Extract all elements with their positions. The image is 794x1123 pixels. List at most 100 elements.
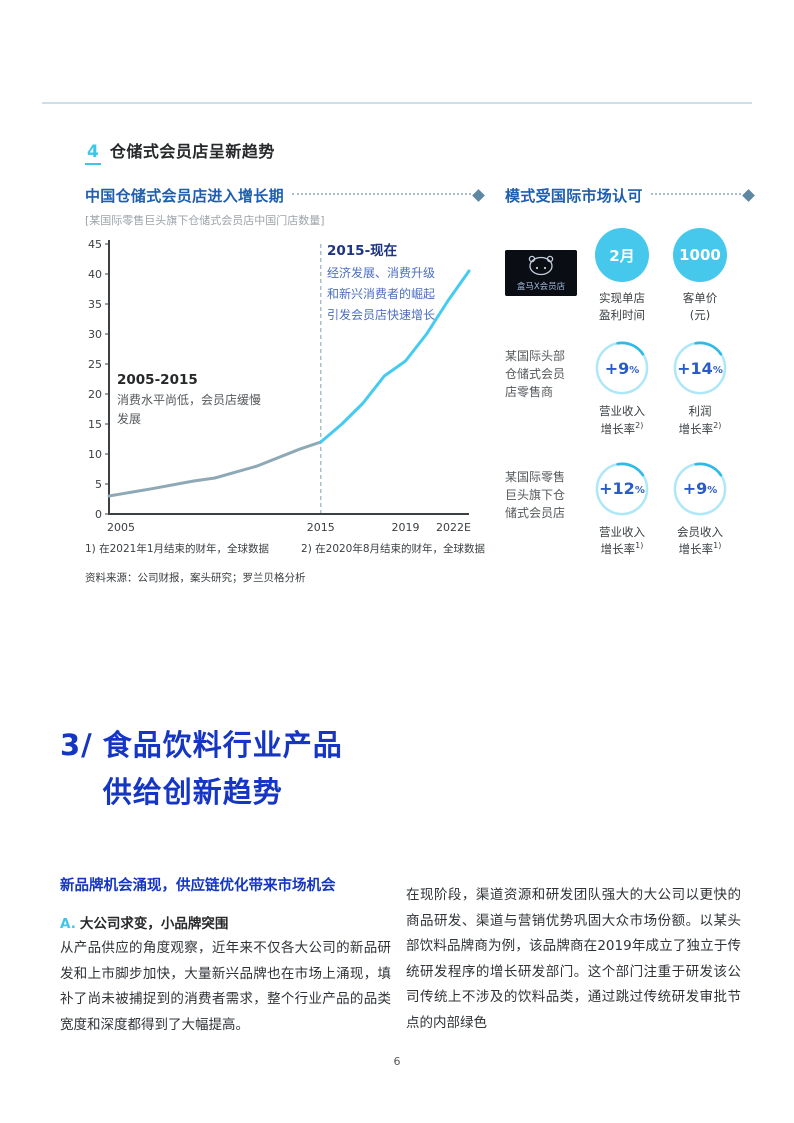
stat-label-line1: 营业收入 [599,404,645,419]
footnote-1: 1) 在2021年1月结束的财年，全球数据 [85,543,270,555]
footnote-2: 2) 在2020年8月结束的财年，全球数据 [301,543,486,555]
stat-label-line2: 增长率 [678,542,714,557]
stat-label-line1: 会员收入 [677,524,723,539]
footnote-ref: 1) [635,541,644,551]
dotted-leader [650,192,741,195]
stat-label: 实现单店 盈利时间 [599,290,645,323]
stat-label-line2: 增长率 [600,542,636,557]
annotation-title: 2015-现在 [327,243,398,259]
section-3-title-line2: 供给创新趋势 [102,775,283,809]
stat-label: 客单价 (元) [683,290,718,323]
chart-footnotes: 1) 在2021年1月结束的财年，全球数据 2) 在2020年8月结束的财年，全… [85,541,485,556]
annotation-2005-2015: 2005-2015 消费水平尚低，会员店缓慢发展 [117,372,265,429]
section-3-heading: 3/ 食品饮料行业产品 供给创新趋势 [60,722,343,816]
stat-unit: % [707,485,718,497]
dotted-leader [291,192,471,195]
chart-subtitle: [某国际零售巨头旗下仓储式会员店中国门店数量] [85,214,325,227]
svg-text:2022E: 2022E [436,521,471,534]
stat-unit: % [634,485,645,497]
stat-unit: % [629,364,640,376]
paragraph-left: 从产品供应的角度观察，近年来不仅各大公司的新品研发和上市脚步加快，大量新兴品牌也… [60,940,391,1033]
stat-label-line2: (元) [689,307,711,322]
footnote-ref: 1) [713,541,722,551]
footnote-ref: 2) [713,421,722,431]
row-label: 某国际零售巨头旗下仓储式会员店 [505,469,566,520]
stat-label-line1: 营业收入 [599,524,645,539]
ring-circle: +12% [595,462,649,516]
annotation-text: 经济发展、消费升级和新兴消费者的崛起引发会员店快速增长 [327,266,436,322]
footnote-ref: 2) [635,421,644,431]
svg-text:25: 25 [88,358,102,371]
stat-label-line2: 增长率 [678,421,714,436]
svg-text:0: 0 [95,508,102,521]
svg-text:45: 45 [88,238,102,251]
section-title: 仓储式会员店呈新趋势 [109,142,275,161]
stat-number: +9 [682,479,708,499]
body-columns: 新品牌机会涌现，供应链优化带来市场机会 A. 大公司求变，小品牌突围 从产品供应的… [60,874,741,1038]
paragraph-right: 在现阶段，渠道资源和研发团队强大的大公司以更快的商品研发、渠道与营销优势巩固大众… [406,887,741,1031]
section-3-title: 食品饮料行业产品 供给创新趋势 [103,722,343,816]
diamond-icon [472,189,485,202]
stat-months-to-profit: 2月 实现单店 盈利时间 [583,228,661,323]
hippo-icon [528,255,554,276]
international-recognition-panel: 模式受国际市场认可 盒马X会员店 2月 实现单店 盈 [505,185,755,558]
stat-label: 营业收入 增长率2) [599,403,645,437]
svg-text:10: 10 [88,448,102,461]
panel-row-retail-giant: 某国际零售巨头旗下仓储式会员店 +12% 营业收入 增长率1) [505,462,753,558]
stat-profit-growth: +14% 利润 增长率2) [661,341,739,437]
hema-logo-text: 盒马X会员店 [517,281,566,292]
point-a-heading: A. 大公司求变，小品牌突围 [60,912,391,932]
stat-circle: 1000 [673,228,727,282]
svg-text:30: 30 [88,328,102,341]
annotation-title: 2005-2015 [117,372,198,388]
stat-label-line2: 增长率 [600,421,636,436]
point-a-title: 大公司求变，小品牌突围 [79,916,229,932]
stat-ticket-size: 1000 客单价 (元) [661,228,739,323]
top-divider-rule [42,102,752,104]
svg-text:40: 40 [88,268,102,281]
stat-label-line1: 利润 [688,404,712,419]
svg-text:35: 35 [88,298,102,311]
stat-revenue-growth: +9% 营业收入 增长率2) [583,341,661,437]
chart-title: 中国仓储式会员店进入增长期 [85,187,284,205]
annotation-text: 消费水平尚低，会员店缓慢发展 [117,393,262,427]
stat-unit: % [712,364,723,376]
panel-title-row: 模式受国际市场认可 [505,185,755,206]
svg-text:2015: 2015 [307,521,335,534]
ring-circle: +9% [595,341,649,395]
body-column-left: 新品牌机会涌现，供应链优化带来市场机会 A. 大公司求变，小品牌突围 从产品供应的… [60,874,391,1038]
stat-value: +9% [673,462,727,516]
stat-label-line2: 盈利时间 [599,307,645,322]
svg-text:20: 20 [88,388,102,401]
line-chart: 0 5 10 15 20 25 30 35 40 45 2005 2015 2019 2022E 2005… [85,236,483,536]
svg-text:15: 15 [88,418,102,431]
stat-number: +9 [604,358,630,378]
panel-row-head-retailer: 某国际头部仓储式会员店零售商 +9% 营业收入 增长率2) [505,341,753,437]
section-3-number: 3/ [60,728,93,762]
stat-number: +14 [677,358,713,378]
row-label: 某国际头部仓储式会员店零售商 [505,349,566,400]
svg-text:2019: 2019 [391,521,419,534]
stat-value: +9% [595,341,649,395]
stat-number: +12 [599,479,635,499]
stat-value: +14% [673,341,727,395]
china-warehouse-club-chart-block: 中国仓储式会员店进入增长期 [某国际零售巨头旗下仓储式会员店中国门店数量] 0 5… [85,185,485,536]
svg-text:5: 5 [95,478,102,491]
line-chart-svg: 0 5 10 15 20 25 30 35 40 45 2005 2015 2019 2022E [88,238,471,534]
ring-circle: +14% [673,341,727,395]
diamond-icon [742,189,755,202]
page-number: 6 [393,1055,401,1068]
point-a-marker: A. [60,916,76,932]
ring-circle: +9% [673,462,727,516]
hema-x-club-logo: 盒马X会员店 [505,250,577,296]
stat-revenue-growth: +12% 营业收入 增长率1) [583,462,661,558]
panel-row-hema: 盒马X会员店 2月 实现单店 盈利时间 1000 客单价 (元) [505,228,753,323]
section-3-title-line1: 食品饮料行业产品 [102,728,343,762]
stat-membership-revenue-growth: +9% 会员收入 增长率1) [661,462,739,558]
stat-label-line1: 客单价 [682,291,718,305]
source-line: 资料来源：公司财报，案头研究；罗兰贝格分析 [85,572,306,584]
annotation-2015-now: 2015-现在 经济发展、消费升级和新兴消费者的崛起引发会员店快速增长 [327,239,435,326]
stat-circle: 2月 [595,228,649,282]
svg-text:2005: 2005 [107,521,135,534]
